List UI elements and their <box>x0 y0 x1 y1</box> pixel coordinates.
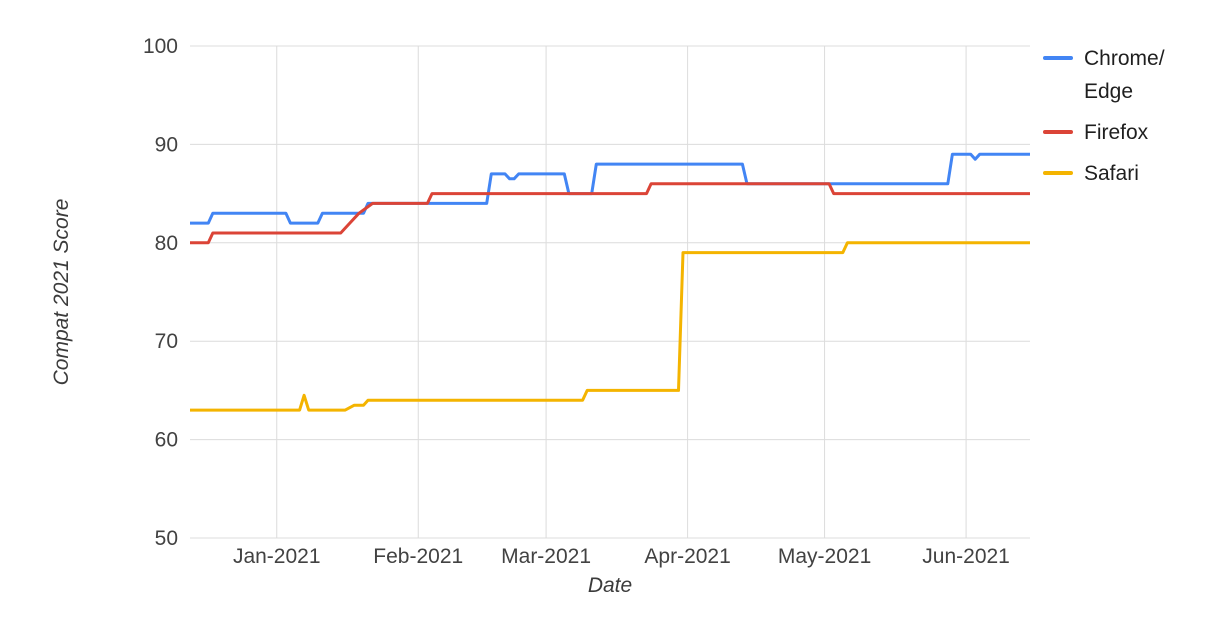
x-tick-label: Apr-2021 <box>644 545 730 568</box>
series-line-safari <box>190 241 1030 412</box>
y-tick-label: 90 <box>155 133 178 156</box>
x-tick-label: Mar-2021 <box>501 545 591 568</box>
legend-label-firefox: Firefox <box>1084 121 1149 144</box>
series-lines <box>190 152 1030 412</box>
y-tick-label: 60 <box>155 429 178 452</box>
legend-swatch-firefox <box>1043 130 1073 134</box>
legend-swatch-chrome-edge <box>1043 56 1073 60</box>
x-tick-label: Feb-2021 <box>373 545 463 568</box>
series-line-chrome-edge <box>190 152 1030 225</box>
x-tick-label: Jun-2021 <box>922 545 1010 568</box>
y-tick-label: 70 <box>155 330 178 353</box>
tick-labels: 50 60 70 80 90 100 Jan-2021 Feb-2021 Mar-2021 Apr… <box>143 35 1010 568</box>
x-tick-label: Jan-2021 <box>233 545 321 568</box>
legend-label-chrome-edge: Chrome/​Edge <box>1084 47 1165 103</box>
legend-item-chrome-edge: Chrome/​Edge <box>1043 42 1211 108</box>
legend-label-safari: Safari <box>1084 162 1139 185</box>
y-tick-label: 80 <box>155 232 178 255</box>
legend-swatch-safari <box>1043 171 1073 175</box>
chart-legend: Chrome/​Edge Firefox Safari <box>1043 42 1211 198</box>
legend-item-firefox: Firefox <box>1043 116 1211 149</box>
x-axis-title: Date <box>588 574 632 597</box>
gridlines <box>190 45 1030 539</box>
x-tick-label: May-2021 <box>778 545 871 568</box>
y-tick-label: 100 <box>143 35 178 58</box>
series-line-firefox <box>190 182 1030 245</box>
legend-item-safari: Safari <box>1043 157 1211 190</box>
y-tick-label: 50 <box>155 527 178 550</box>
y-axis-title: Compat 2021 Score <box>50 199 73 386</box>
